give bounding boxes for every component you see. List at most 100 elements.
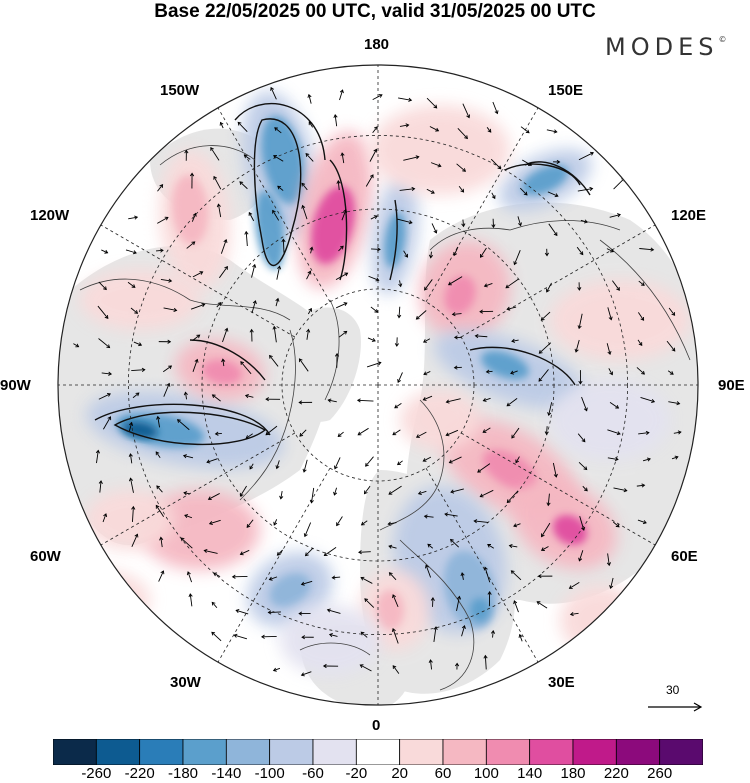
wind-vector: [160, 278, 173, 283]
wind-vector: [394, 403, 402, 409]
wind-vector: [388, 572, 397, 581]
colorbar-tick-label: -180: [167, 765, 199, 782]
wind-vector: [415, 310, 427, 320]
wind-vector: [211, 631, 222, 642]
wind-vector: [190, 303, 206, 310]
wind-vector: [301, 182, 308, 191]
wind-vector: [73, 343, 80, 348]
wind-vector: [609, 213, 622, 218]
wind-vector: [162, 365, 173, 373]
wind-vector: [391, 628, 399, 644]
wind-vector: [638, 430, 650, 435]
coastline: [399, 539, 475, 691]
wind-vector: [577, 433, 586, 443]
wind-vector: [547, 191, 559, 198]
wind-vector: [673, 430, 682, 435]
anomaly-region: [311, 186, 355, 264]
wind-vector: [609, 402, 620, 409]
wind-vector: [612, 280, 620, 291]
wind-vector: [281, 238, 286, 253]
wind-vector: [422, 456, 432, 462]
wind-vector: [309, 246, 314, 254]
longitude-label-180: 180: [364, 36, 390, 53]
anomaly-region: [550, 280, 690, 360]
wind-vector: [397, 306, 402, 319]
wind-vector: [231, 574, 248, 579]
wind-vector: [268, 576, 278, 581]
wind-vector: [239, 181, 248, 190]
wind-vector: [304, 547, 314, 557]
meridian-line: [217, 107, 331, 303]
wind-vector: [155, 451, 161, 459]
wind-vector: [453, 365, 462, 370]
wind-vector: [552, 462, 558, 478]
wind-vector: [359, 664, 372, 672]
colorbar-tick-label: -20: [345, 765, 368, 782]
modes-logo: MODES©: [605, 33, 726, 61]
wind-vector: [398, 97, 413, 102]
wind-vector: [371, 247, 381, 252]
wind-vector: [457, 128, 468, 140]
wind-vector: [427, 543, 434, 549]
wind-vector: [415, 431, 427, 438]
wind-vector: [397, 460, 403, 466]
wind-vector: [636, 483, 646, 488]
colorbar-tick-label: 260: [647, 765, 673, 782]
colorbar-bin: [572, 739, 617, 765]
anomaly-region: [482, 449, 538, 491]
wind-vector: [334, 457, 341, 470]
wind-vector: [388, 544, 397, 549]
wind-vector: [98, 480, 103, 493]
wind-vector: [537, 574, 553, 579]
wind-vector: [392, 429, 401, 436]
wind-vector: [445, 398, 461, 404]
wind-vector: [513, 600, 519, 613]
wind-vector: [157, 216, 169, 224]
wind-vector: [370, 306, 379, 313]
wind-vector: [276, 549, 283, 556]
meridian-line: [460, 432, 656, 546]
wind-vector: [222, 327, 229, 343]
wind-vector: [307, 93, 312, 104]
wind-vector: [336, 302, 348, 309]
wind-vector: [327, 398, 337, 403]
wind-vector: [447, 276, 463, 286]
wind-vector: [251, 263, 257, 278]
wind-vector: [486, 127, 492, 133]
wind-vector: [95, 449, 101, 464]
wind-vector: [245, 433, 253, 439]
wind-vector: [98, 338, 111, 349]
wind-vector: [668, 307, 676, 316]
logo-text: MODES: [605, 33, 719, 61]
wind-vector: [338, 245, 344, 252]
wind-vector: [184, 149, 189, 161]
wind-vector: [155, 248, 164, 253]
wind-vector: [328, 633, 338, 638]
wind-vector: [487, 544, 495, 549]
wind-vector: [131, 505, 136, 522]
colorbar-bin: [269, 739, 314, 765]
wind-vector: [506, 398, 518, 407]
wind-vector: [387, 521, 397, 526]
wind-vector: [606, 248, 615, 253]
anomaly-region: [202, 359, 242, 385]
anomaly-region: [560, 585, 640, 655]
meridian-line: [460, 224, 656, 338]
wind-vector: [426, 97, 438, 109]
coastline: [599, 239, 691, 361]
wind-vector: [365, 174, 374, 187]
height-contour: [113, 411, 267, 446]
wind-vector: [636, 367, 645, 375]
wind-vector: [338, 330, 348, 338]
wind-vector: [249, 328, 254, 342]
wind-vector: [298, 400, 313, 405]
wind-vector: [517, 216, 522, 227]
wind-vector: [520, 126, 530, 134]
coastline: [239, 329, 296, 501]
wind-vector: [156, 485, 163, 493]
longitude-label-30w: 30W: [170, 674, 201, 691]
wind-vector: [216, 301, 222, 308]
wind-vector: [482, 427, 491, 433]
wind-vector: [191, 212, 197, 222]
